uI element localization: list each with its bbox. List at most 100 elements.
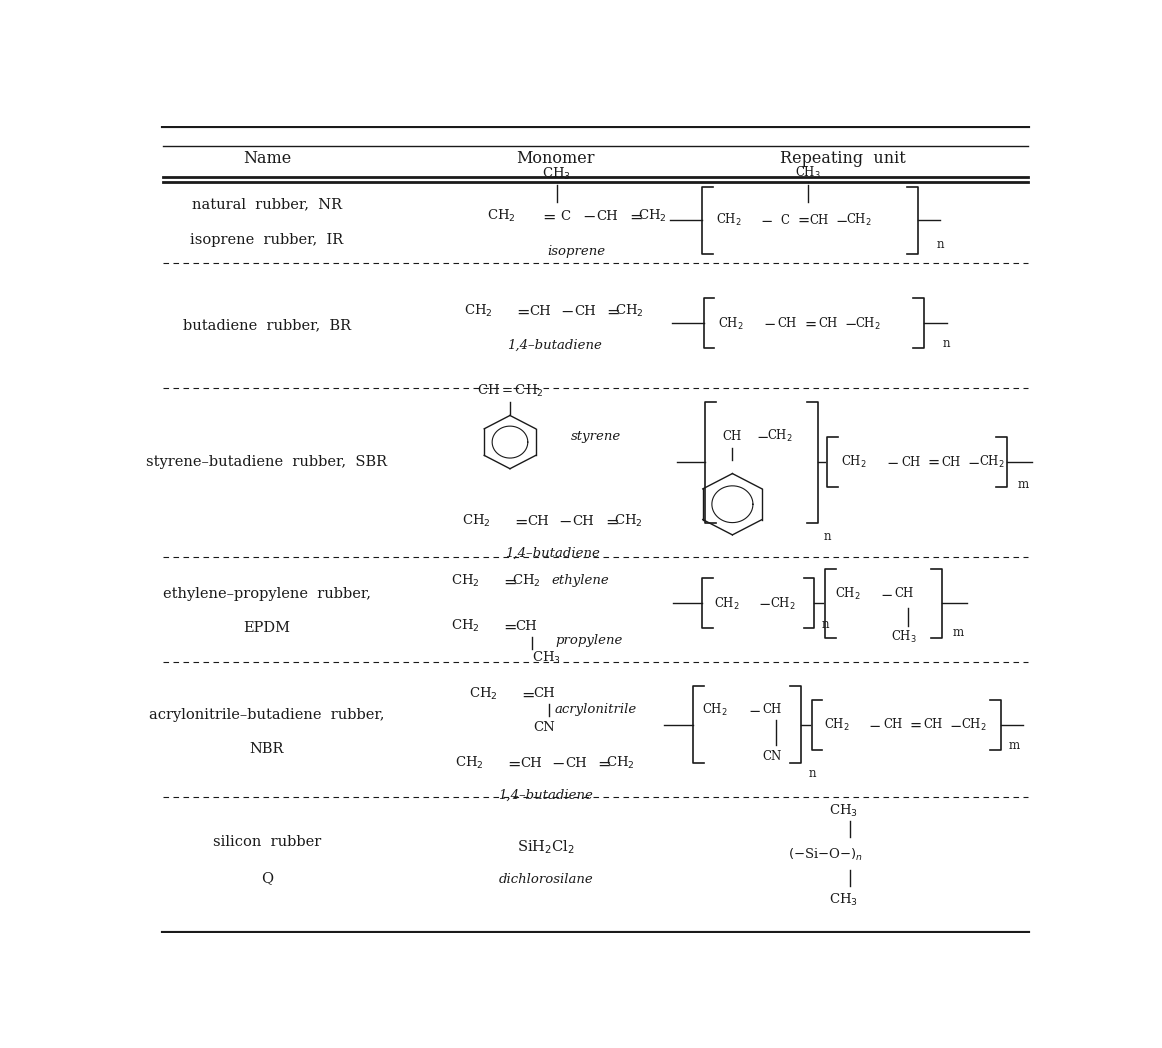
Text: n: n [822, 618, 829, 631]
Text: $-$: $-$ [755, 430, 768, 443]
Text: CH: CH [941, 456, 961, 468]
Text: CH: CH [565, 757, 587, 770]
Text: $-$: $-$ [558, 512, 572, 529]
Text: CH$_2$: CH$_2$ [616, 303, 644, 320]
Text: CN: CN [533, 721, 555, 735]
Text: $-$: $-$ [968, 455, 980, 470]
Text: silicon  rubber: silicon rubber [213, 834, 321, 849]
Text: C: C [780, 214, 789, 226]
Text: $(-$Si$-$O$-)_n$: $(-$Si$-$O$-)_n$ [788, 847, 862, 864]
Text: m: m [953, 626, 964, 639]
Text: SiH$_2$Cl$_2$: SiH$_2$Cl$_2$ [517, 838, 575, 856]
Text: 1,4–butadiene: 1,4–butadiene [504, 547, 600, 560]
Text: $-$: $-$ [760, 213, 773, 227]
Text: $=$: $=$ [603, 303, 621, 320]
Text: CH$_2$: CH$_2$ [464, 303, 493, 320]
Text: $-$: $-$ [880, 587, 892, 601]
Text: CH: CH [762, 703, 782, 717]
Text: styrene–butadiene  rubber,  SBR: styrene–butadiene rubber, SBR [146, 455, 387, 470]
Text: n: n [809, 767, 817, 780]
Text: CH: CH [572, 515, 594, 528]
Text: CH$_2$: CH$_2$ [715, 595, 740, 612]
Text: CH$_2$: CH$_2$ [846, 212, 873, 228]
Text: $-$: $-$ [844, 316, 856, 330]
Text: CH$_2$: CH$_2$ [841, 454, 867, 471]
Text: $=$: $=$ [795, 213, 810, 227]
Text: 1,4–butadiene: 1,4–butadiene [507, 339, 602, 352]
Text: C: C [561, 210, 571, 222]
Text: $=$: $=$ [500, 572, 517, 589]
Text: CH$_2$: CH$_2$ [638, 209, 667, 224]
Text: $-$: $-$ [747, 703, 760, 717]
Text: dichlorosilane: dichlorosilane [498, 873, 594, 886]
Text: CH$_2$: CH$_2$ [468, 685, 497, 702]
Text: CH$_2$: CH$_2$ [607, 756, 636, 771]
Text: CH$_2$: CH$_2$ [462, 514, 492, 529]
Text: propylene: propylene [555, 634, 623, 647]
Text: CH: CH [901, 456, 920, 468]
Text: ethylene–propylene  rubber,: ethylene–propylene rubber, [163, 587, 371, 601]
Text: CH$_2$: CH$_2$ [770, 595, 796, 612]
Text: CH$_3$: CH$_3$ [795, 166, 822, 181]
Text: CH: CH [533, 687, 555, 700]
Text: $=$: $=$ [602, 512, 618, 529]
Text: n: n [944, 337, 951, 350]
Text: CH$_2$: CH$_2$ [824, 717, 849, 733]
Text: CH: CH [519, 757, 541, 770]
Text: CH: CH [528, 515, 548, 528]
Text: $=$: $=$ [594, 755, 611, 771]
Text: $=$: $=$ [925, 455, 941, 470]
Text: CH$_2$: CH$_2$ [702, 702, 729, 718]
Text: CH: CH [924, 718, 942, 732]
Text: CH$_3$: CH$_3$ [531, 651, 560, 667]
Text: CH: CH [574, 305, 596, 318]
Text: $=$: $=$ [626, 208, 643, 224]
Text: CH: CH [818, 316, 838, 330]
Text: 1,4–butadiene: 1,4–butadiene [497, 789, 593, 802]
Text: Name: Name [243, 150, 290, 167]
Text: $-$: $-$ [551, 755, 565, 771]
Text: butadiene  rubber,  BR: butadiene rubber, BR [182, 319, 351, 332]
Text: CH$_2$: CH$_2$ [834, 586, 861, 602]
Text: m: m [1018, 478, 1028, 492]
Text: CH$_2$: CH$_2$ [456, 756, 483, 771]
Text: CH$_2$: CH$_2$ [716, 212, 741, 228]
Text: CH: CH [883, 718, 903, 732]
Text: $=$: $=$ [500, 617, 517, 635]
Text: isoprene  rubber,  IR: isoprene rubber, IR [191, 234, 344, 247]
Text: CH$_3$: CH$_3$ [829, 892, 858, 908]
Text: CH: CH [723, 430, 743, 443]
Text: CH$_3$: CH$_3$ [829, 803, 858, 818]
Text: NBR: NBR [250, 742, 284, 756]
Text: $=$: $=$ [514, 303, 530, 320]
Text: CH: CH [777, 316, 797, 330]
Text: styrene: styrene [571, 430, 621, 443]
Text: $-$: $-$ [887, 455, 899, 470]
Text: Q: Q [260, 871, 273, 885]
Text: $-$: $-$ [868, 718, 881, 732]
Text: $=$: $=$ [908, 718, 923, 732]
Text: CH: CH [596, 210, 618, 222]
Text: ethylene: ethylene [551, 574, 609, 587]
Text: n: n [937, 238, 945, 250]
Text: $=$: $=$ [802, 316, 818, 330]
Text: $=$: $=$ [511, 512, 529, 529]
Text: CH$_2$: CH$_2$ [487, 209, 515, 224]
Text: acrylonitrile–butadiene  rubber,: acrylonitrile–butadiene rubber, [149, 707, 385, 722]
Text: $-$: $-$ [835, 213, 848, 227]
Text: m: m [1009, 739, 1020, 752]
Text: CH: CH [809, 214, 829, 226]
Text: CH$_2$: CH$_2$ [767, 429, 792, 444]
Text: $=$: $=$ [539, 208, 557, 224]
Text: $-$: $-$ [949, 718, 962, 732]
Text: acrylonitrile: acrylonitrile [554, 703, 637, 717]
Text: n: n [823, 530, 831, 543]
Text: CH$_2$: CH$_2$ [511, 573, 540, 589]
Text: Monomer: Monomer [516, 150, 594, 167]
Text: CH: CH [515, 619, 537, 633]
Text: $-$: $-$ [560, 303, 574, 320]
Text: $-$: $-$ [759, 596, 772, 611]
Text: CH$_2$: CH$_2$ [614, 514, 643, 529]
Text: CH$_3$: CH$_3$ [543, 167, 572, 182]
Text: CH: CH [895, 587, 914, 601]
